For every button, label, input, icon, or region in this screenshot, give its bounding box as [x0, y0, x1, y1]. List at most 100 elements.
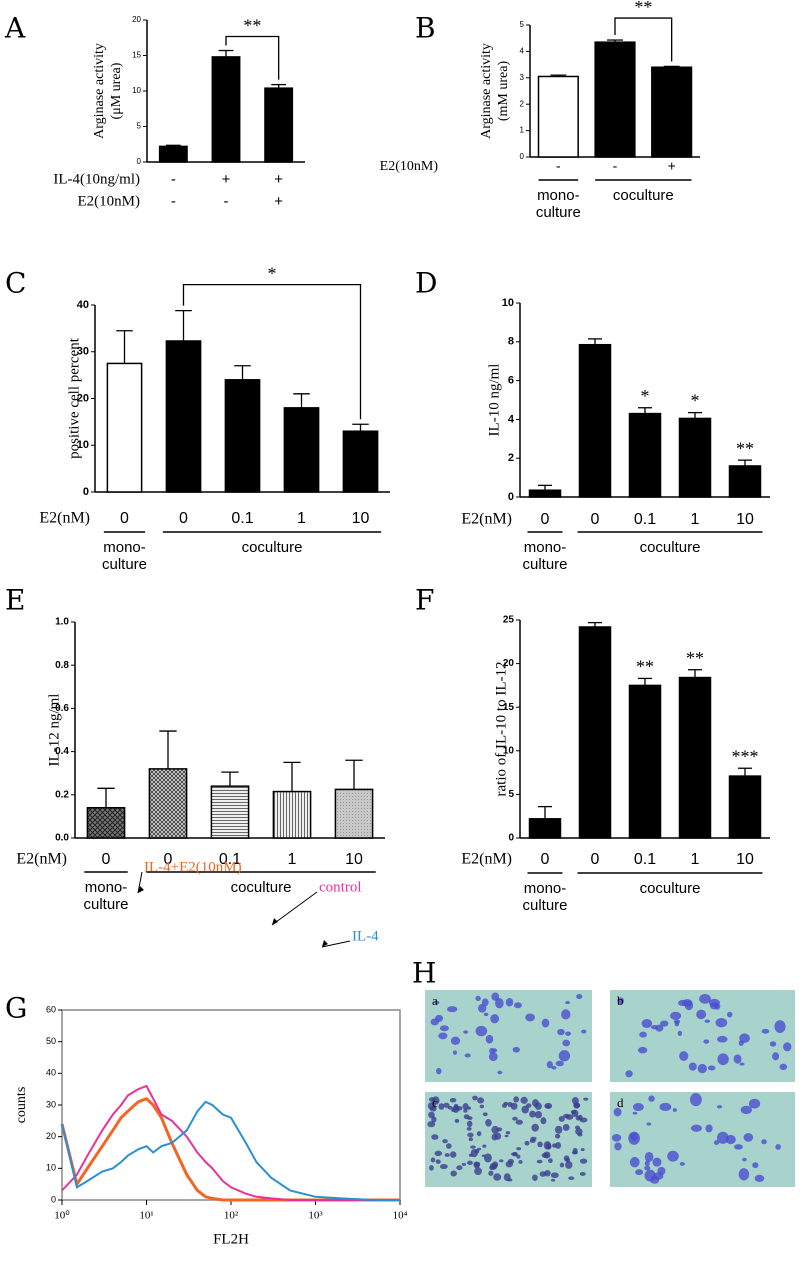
series-line [61, 1084, 400, 1201]
cell [431, 1116, 437, 1123]
cell [648, 1095, 655, 1102]
cell [554, 1133, 561, 1139]
cell [565, 1001, 570, 1005]
condition-level: + [274, 171, 283, 188]
condition-level: 0 [179, 510, 188, 527]
condition-level: + [274, 193, 283, 210]
cell [562, 1124, 570, 1131]
cell [464, 1053, 471, 1058]
cell [524, 1140, 530, 1146]
condition-label: E2(nM) [16, 851, 67, 868]
y-tick-label: 0 [137, 157, 142, 166]
cell [558, 1116, 565, 1122]
y-tick-label: 1 [520, 126, 525, 135]
y-tick-label: 0.0 [55, 833, 69, 844]
bar [211, 56, 241, 163]
cell [769, 1041, 777, 1047]
cell [485, 1118, 492, 1127]
y-tick-label: 50 [46, 1036, 56, 1046]
bar [528, 818, 562, 839]
y-tick-label: 0.6 [55, 703, 69, 714]
micrograph-label: d [617, 1095, 624, 1110]
y-tick-label: 20 [503, 658, 515, 669]
cell [449, 1097, 457, 1103]
bar [148, 768, 188, 839]
cell [497, 1070, 503, 1075]
cell [550, 1178, 556, 1182]
cell [752, 1162, 759, 1169]
cell [697, 1063, 707, 1074]
cell [577, 1114, 583, 1121]
significance: * [641, 386, 650, 406]
cell [473, 1161, 480, 1169]
panel-letter: A [4, 12, 26, 45]
y-axis-label: ratio of IL-10 to IL-12 [493, 662, 509, 797]
cell [659, 1102, 672, 1112]
cell [563, 1113, 570, 1119]
cell [479, 1104, 485, 1109]
cell [559, 1162, 565, 1168]
cell [705, 1124, 713, 1133]
condition-level: 0 [541, 851, 550, 868]
bar [264, 87, 294, 163]
cell [466, 1127, 472, 1131]
cell [646, 1122, 652, 1126]
y-tick-label: 0 [51, 1194, 56, 1204]
cell [510, 1102, 518, 1110]
cell [470, 1145, 476, 1149]
bar [594, 41, 636, 158]
cell [512, 1151, 518, 1157]
bar [578, 343, 612, 498]
cell [518, 1159, 523, 1164]
cell [537, 1141, 543, 1148]
y-tick-label: 4 [520, 47, 525, 56]
group-label: culture [83, 896, 128, 913]
cell [489, 1047, 495, 1054]
cell [667, 1150, 679, 1162]
condition-label: E2(nM) [39, 510, 90, 527]
cell [625, 1070, 633, 1078]
cell [579, 1158, 588, 1164]
condition-level: 10 [345, 851, 363, 868]
cell [558, 1050, 571, 1062]
cell [512, 1116, 518, 1121]
cell [516, 1154, 521, 1159]
cell [617, 997, 625, 1005]
cell [733, 1054, 742, 1064]
bracket [182, 283, 362, 420]
cell [574, 1125, 580, 1130]
condition-level: + [668, 158, 676, 174]
cell [562, 1039, 571, 1047]
condition-label: E2(nM) [461, 511, 512, 528]
cell [644, 1160, 650, 1167]
significance: ** [243, 16, 261, 36]
bar [578, 626, 612, 839]
cell [481, 998, 489, 1007]
cell [555, 1060, 564, 1067]
cell [450, 1151, 457, 1158]
cell [545, 1105, 551, 1109]
cell [644, 1151, 654, 1162]
cell [488, 1052, 498, 1062]
y-axis-label: (mM urea) [496, 61, 511, 122]
cell [774, 1020, 786, 1034]
y-tick-label: 10 [132, 86, 141, 95]
y-tick-label: 0 [508, 491, 514, 503]
group-label: mono- [537, 187, 580, 204]
cell [783, 1042, 792, 1052]
y-tick-label: 0.4 [55, 746, 69, 757]
condition-level: 0 [102, 851, 111, 868]
condition-level: 1 [691, 851, 700, 868]
bar [158, 145, 188, 163]
cell [463, 1114, 470, 1120]
cell [761, 1028, 770, 1034]
cell [554, 1125, 563, 1134]
cell [629, 1156, 640, 1168]
cell [462, 1102, 469, 1110]
cell [444, 1153, 450, 1157]
cell [571, 1109, 579, 1117]
cell [482, 1112, 488, 1117]
arrow [271, 891, 318, 926]
cell [496, 1127, 503, 1132]
cell [427, 1121, 436, 1128]
